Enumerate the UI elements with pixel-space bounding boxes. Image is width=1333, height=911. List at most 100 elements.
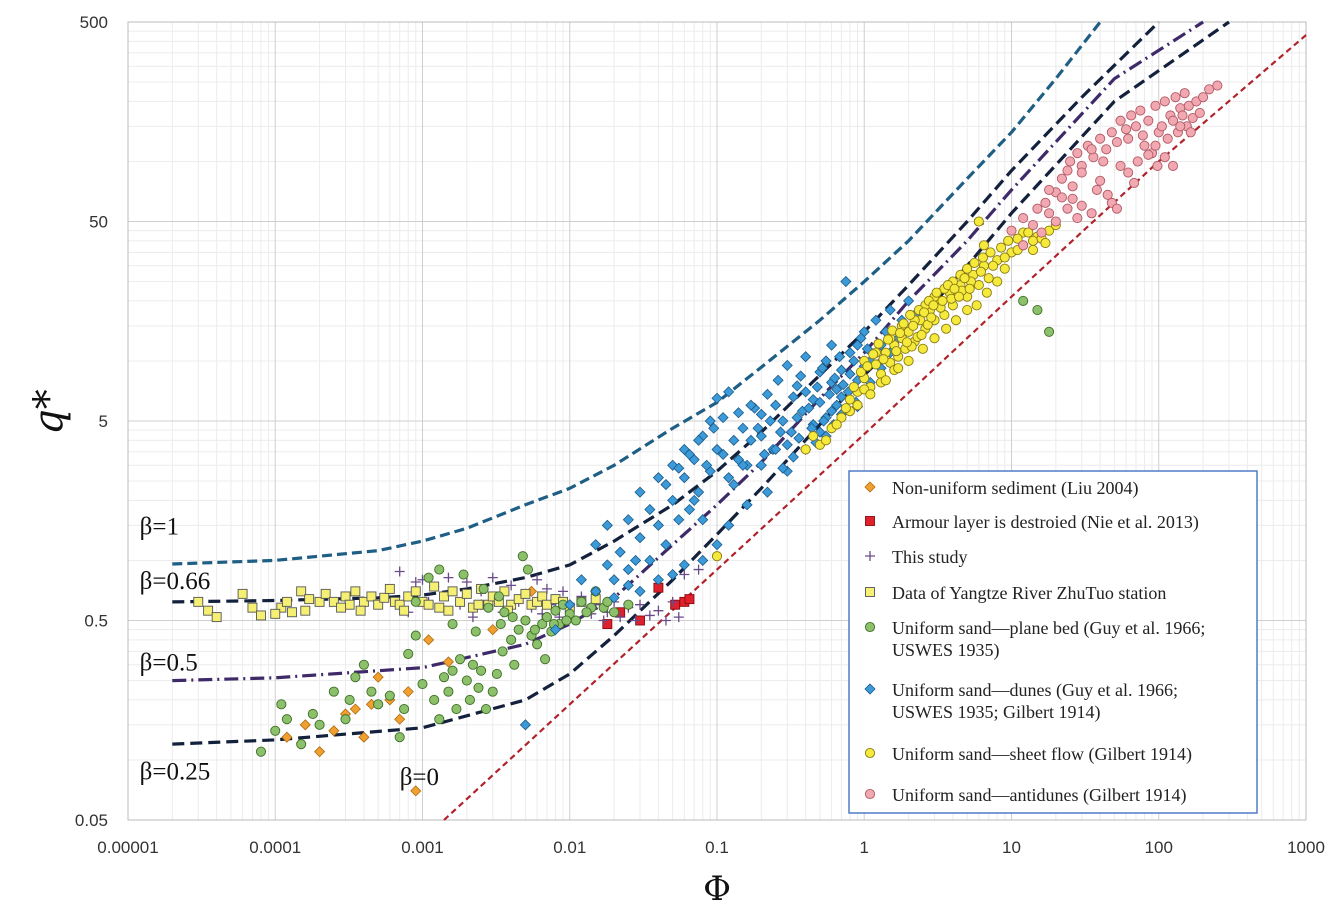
- data-point: [988, 260, 999, 271]
- beta-curve-labels: β=1 β=0.66 β=0.5 β=0.25 β=0: [140, 513, 439, 790]
- data-point: [340, 591, 351, 602]
- data-point: [893, 363, 904, 374]
- data-point: [495, 618, 506, 630]
- data-point: [882, 334, 894, 345]
- data-point: [276, 602, 287, 613]
- data-point: [379, 592, 390, 603]
- data-point: [660, 539, 672, 551]
- data-point: [717, 412, 729, 424]
- beta-curve-label: β=0.66: [140, 568, 211, 595]
- data-point: [590, 539, 602, 551]
- data-point: [1027, 244, 1039, 256]
- data-point: [973, 216, 984, 227]
- data-point: [905, 309, 916, 321]
- data-point: [1012, 233, 1023, 244]
- data-point: [983, 273, 994, 284]
- legend-box: [848, 470, 1258, 814]
- data-point: [941, 323, 952, 334]
- data-point: [673, 462, 685, 474]
- data-point: [1018, 240, 1029, 251]
- data-point: [701, 459, 713, 471]
- data-point: [513, 594, 524, 605]
- data-point: [276, 699, 287, 710]
- data-point: [949, 283, 960, 294]
- data-point: [630, 615, 641, 626]
- data-point: [1150, 100, 1161, 111]
- data-point: [795, 370, 807, 382]
- data-point: [480, 703, 492, 715]
- data-point: [1065, 156, 1076, 167]
- x-tick-label: 100: [1145, 838, 1173, 857]
- data-point: [1027, 235, 1039, 246]
- data-point: [622, 579, 634, 591]
- data-point: [684, 594, 695, 605]
- data-point: [837, 379, 849, 391]
- data-point: [928, 300, 939, 311]
- data-point: [820, 355, 832, 367]
- data-point: [344, 599, 355, 610]
- data-point: [1139, 140, 1150, 151]
- data-point: [1076, 167, 1087, 178]
- data-point: [558, 586, 569, 597]
- data-point: [461, 675, 472, 686]
- data-point: [1179, 88, 1190, 99]
- data-point: [410, 576, 421, 587]
- beta-curve-label: β=0: [400, 764, 439, 791]
- data-point: [1072, 148, 1083, 159]
- data-point: [384, 690, 395, 701]
- data-point: [855, 332, 867, 344]
- data-point: [758, 448, 771, 460]
- data-point: [652, 519, 664, 531]
- data-point: [328, 596, 339, 607]
- y-tick-label: 5: [99, 412, 108, 431]
- data-point: [1185, 127, 1196, 138]
- data-point: [745, 399, 757, 411]
- data-point: [300, 605, 311, 616]
- data-points: [193, 80, 1223, 797]
- data-point: [506, 634, 517, 645]
- data-point: [1067, 181, 1078, 192]
- data-point: [1183, 100, 1194, 111]
- data-point: [652, 574, 664, 586]
- data-point: [532, 596, 543, 607]
- data-point: [644, 554, 656, 567]
- data-point: [458, 569, 469, 580]
- data-point: [203, 605, 214, 616]
- data-point: [1159, 96, 1170, 107]
- data-point: [969, 257, 980, 268]
- data-point: [755, 408, 767, 420]
- data-point: [296, 739, 307, 750]
- data-point: [693, 486, 705, 498]
- data-point: [307, 708, 318, 720]
- data-point: [328, 686, 339, 697]
- data-point: [622, 564, 634, 576]
- beta-curve-label: β=1: [140, 513, 179, 540]
- data-point: [340, 714, 351, 725]
- data-point: [678, 472, 690, 484]
- data-point: [723, 386, 735, 398]
- data-point: [1018, 213, 1029, 224]
- data-point: [403, 591, 414, 602]
- legend-marker: [864, 788, 876, 800]
- x-tick-label: 1: [860, 838, 869, 857]
- data-point: [1115, 160, 1126, 171]
- data-point: [852, 400, 863, 411]
- data-point: [848, 355, 860, 367]
- data-point: [429, 581, 440, 592]
- data-point: [520, 615, 531, 626]
- data-point: [193, 596, 204, 607]
- data-point: [287, 607, 297, 618]
- data-point: [467, 612, 478, 623]
- data-point: [803, 402, 815, 414]
- data-point: [464, 694, 475, 705]
- data-point: [417, 679, 428, 690]
- data-point: [781, 359, 793, 371]
- data-point: [402, 686, 414, 698]
- data-point: [451, 703, 462, 715]
- data-point: [908, 320, 919, 331]
- data-point: [570, 615, 581, 626]
- data-point: [1023, 227, 1034, 238]
- data-point: [1098, 156, 1109, 167]
- data-point: [1076, 200, 1087, 211]
- data-point: [673, 612, 684, 623]
